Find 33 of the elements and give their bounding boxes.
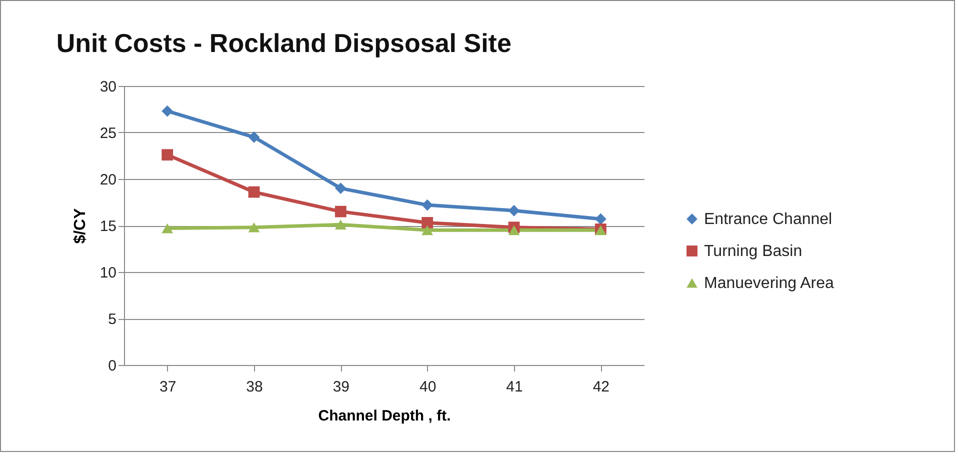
point bbox=[248, 131, 260, 143]
point bbox=[162, 105, 174, 117]
legend-label: Turning Basin bbox=[704, 243, 802, 260]
point bbox=[162, 223, 174, 234]
point bbox=[422, 225, 434, 236]
point bbox=[422, 217, 434, 228]
point bbox=[508, 225, 520, 236]
x-tick-label: 41 bbox=[506, 378, 523, 396]
y-tick-label: 5 bbox=[108, 311, 116, 328]
point bbox=[162, 149, 174, 161]
legend-label: Entrance Channel bbox=[704, 211, 832, 228]
y-tick-label: 15 bbox=[100, 218, 116, 235]
x-axis-title: Channel Depth , ft. bbox=[318, 408, 451, 424]
x-tick-label: 38 bbox=[246, 378, 263, 396]
y-tick-label: 25 bbox=[100, 125, 116, 142]
y-tick-label: 10 bbox=[100, 264, 116, 282]
x-tick-label: 42 bbox=[592, 378, 610, 396]
y-tick-label: 20 bbox=[100, 172, 116, 188]
point bbox=[334, 220, 346, 230]
point bbox=[248, 222, 260, 232]
point bbox=[334, 206, 346, 218]
x-tick-label: 37 bbox=[159, 378, 176, 396]
point bbox=[248, 186, 260, 198]
x-tick-label: 39 bbox=[332, 378, 350, 396]
legend-label: Manuevering Area bbox=[704, 275, 834, 292]
chart-title: Unit Costs - Rockland Dispsosal Site bbox=[56, 28, 512, 58]
point bbox=[508, 204, 520, 216]
point bbox=[334, 182, 346, 194]
y-axis-title: $/CY bbox=[72, 208, 89, 244]
point bbox=[594, 213, 606, 225]
y-tick-label: 30 bbox=[100, 78, 116, 96]
y-tick-label: 0 bbox=[108, 358, 116, 374]
x-tick-label: 40 bbox=[419, 378, 436, 396]
